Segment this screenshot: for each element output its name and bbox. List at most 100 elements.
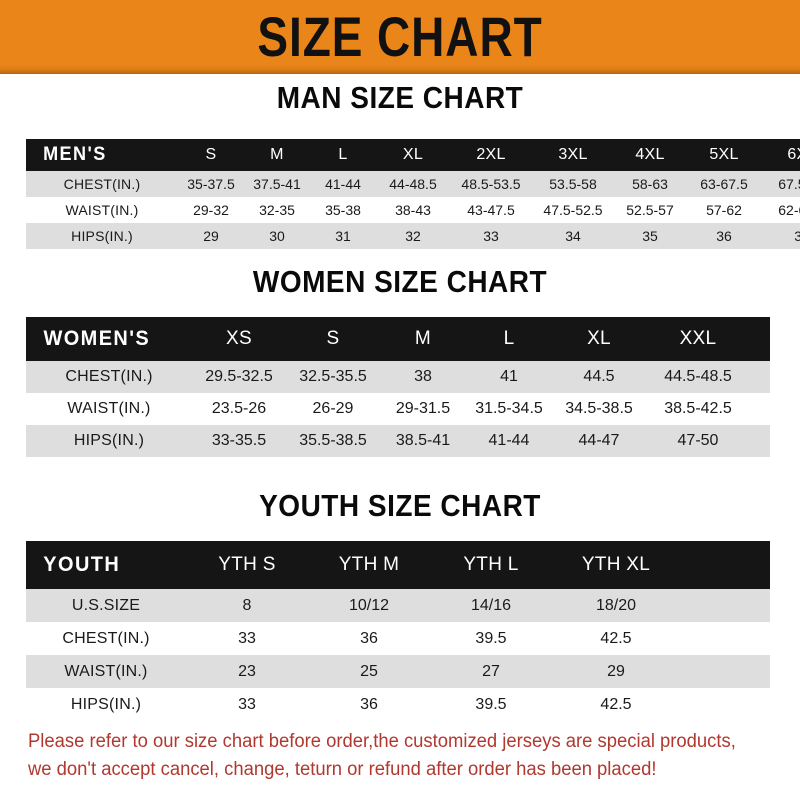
row-label: CHEST(IN.): [62, 629, 150, 647]
table-cell-spacer: [680, 688, 770, 721]
table-cell-spacer: [750, 361, 770, 393]
table-cell: 44-47: [578, 432, 620, 449]
table-row: HIPS(IN.) 33 36 39.5 42.5: [26, 688, 770, 721]
column-header: YTH M: [338, 554, 400, 575]
table-cell: 43-47.5: [467, 202, 515, 218]
column-header: S: [205, 146, 217, 163]
column-header: YTH XL: [581, 554, 651, 575]
table-cell: 34: [565, 228, 581, 244]
table-cell: 18/20: [595, 596, 637, 614]
row-label: CHEST(IN.): [65, 368, 153, 385]
table-cell: 58-63: [632, 176, 668, 192]
column-header: XL: [587, 328, 611, 349]
row-label: HIPS(IN.): [70, 695, 142, 713]
page-title: SIZE CHART: [257, 5, 543, 69]
column-header: 3XL: [558, 146, 588, 163]
table-cell: 36: [360, 695, 378, 713]
table-cell: 63-67.5: [700, 176, 748, 192]
table-cell: 47.5-52.5: [543, 202, 603, 218]
column-header: L: [338, 146, 348, 163]
column-header: M: [270, 146, 284, 163]
table-cell: 38: [414, 368, 432, 385]
table-cell: 29-31.5: [395, 400, 451, 417]
table-cell: 41-44: [488, 432, 530, 449]
table-row: WAIST(IN.) 23.5-26 26-29 29-31.5 31.5-34…: [26, 393, 770, 425]
table-cell: 29: [607, 662, 625, 680]
table-cell: 29-32: [193, 202, 229, 218]
table-cell: 52.5-57: [626, 202, 674, 218]
table-cell: 10/12: [348, 596, 390, 614]
table-cell: 42.5: [600, 629, 632, 647]
row-label: HIPS(IN.): [73, 432, 145, 449]
table-cell-spacer: [750, 393, 770, 425]
size-table-women: WOMEN'S XS S M L XL XXL CHEST(IN.) 29.5-…: [26, 317, 770, 457]
table-header-row: YOUTH YTH S YTH M YTH L YTH XL: [26, 541, 770, 589]
table-cell: 62-66.5: [778, 202, 800, 218]
column-header: 6XL: [787, 146, 800, 163]
row-label: CHEST(IN.): [63, 176, 141, 192]
table-cell-spacer: [750, 425, 770, 457]
table-corner-label: WOMEN'S: [43, 327, 151, 350]
table-cell: 33-35.5: [211, 432, 267, 449]
row-label: HIPS(IN.): [71, 228, 133, 244]
table-corner-label: YOUTH: [43, 553, 121, 576]
table-cell: 38.5-42.5: [664, 400, 732, 417]
table-cell: 67.5-72: [778, 176, 800, 192]
column-header: L: [503, 328, 515, 349]
table-corner-label: MEN'S: [43, 144, 107, 165]
table-cell: 32-35: [259, 202, 295, 218]
section-title-youth: YOUTH SIZE CHART: [259, 488, 541, 523]
table-header-row: WOMEN'S XS S M L XL XXL: [26, 317, 770, 361]
table-row: WAIST(IN.) 29-32 32-35 35-38 38-43 43-47…: [26, 197, 800, 223]
page-banner: SIZE CHART: [0, 0, 800, 74]
table-cell: 27: [482, 662, 500, 680]
table-cell: 33: [483, 228, 499, 244]
table-cell-spacer: [680, 622, 770, 655]
column-header: XXL: [679, 328, 717, 349]
table-cell: 36: [716, 228, 732, 244]
table-cell: 33: [238, 629, 256, 647]
table-cell: 39.5: [475, 695, 507, 713]
section-title-women: WOMEN SIZE CHART: [252, 264, 548, 299]
table-cell: 38-43: [395, 202, 431, 218]
column-header: XL: [402, 146, 424, 163]
table-cell: 44.5-48.5: [664, 368, 732, 385]
table-cell: 57-62: [706, 202, 742, 218]
table-row: U.S.SIZE 8 10/12 14/16 18/20: [26, 589, 770, 622]
table-cell: 31.5-34.5: [475, 400, 543, 417]
table-cell: 34.5-38.5: [565, 400, 633, 417]
table-cell: 42.5: [600, 695, 632, 713]
table-cell: 35: [642, 228, 658, 244]
column-header: 5XL: [709, 146, 739, 163]
table-row: CHEST(IN.) 29.5-32.5 32.5-35.5 38 41 44.…: [26, 361, 770, 393]
footer-line-1: Please refer to our size chart before or…: [28, 731, 736, 752]
column-header: YTH S: [218, 554, 276, 575]
table-cell: 29.5-32.5: [205, 368, 273, 385]
table-cell: 35.5-38.5: [299, 432, 367, 449]
table-cell: 44-48.5: [389, 176, 437, 192]
row-label: WAIST(IN.): [64, 662, 148, 680]
table-cell: 35-37.5: [187, 176, 235, 192]
table-cell: 47-50: [677, 432, 719, 449]
footer-line-2: we don't accept cancel, change, teturn o…: [28, 759, 657, 780]
column-header: XS: [226, 328, 252, 349]
table-cell: 25: [360, 662, 378, 680]
table-cell: 38.5-41: [395, 432, 451, 449]
table-cell-spacer: [680, 589, 770, 622]
table-cell: 53.5-58: [549, 176, 597, 192]
table-header-row: MEN'S S M L XL 2XL 3XL 4XL 5XL 6XL: [26, 139, 800, 171]
row-label: WAIST(IN.): [65, 202, 139, 218]
table-cell: 36: [360, 629, 378, 647]
table-cell: 23: [238, 662, 256, 680]
column-header-spacer: [680, 541, 770, 589]
footer-disclaimer: Please refer to our size chart before or…: [28, 728, 757, 784]
table-cell: 14/16: [470, 596, 512, 614]
size-table-youth: YOUTH YTH S YTH M YTH L YTH XL U.S.SIZE …: [26, 541, 770, 721]
table-row: CHEST(IN.) 35-37.5 37.5-41 41-44 44-48.5…: [26, 171, 800, 197]
table-cell: 32.5-35.5: [299, 368, 367, 385]
table-cell: 30: [269, 228, 285, 244]
table-cell: 31: [335, 228, 351, 244]
column-header-spacer: [750, 317, 770, 361]
table-row: WAIST(IN.) 23 25 27 29: [26, 655, 770, 688]
row-label: WAIST(IN.): [67, 400, 151, 417]
